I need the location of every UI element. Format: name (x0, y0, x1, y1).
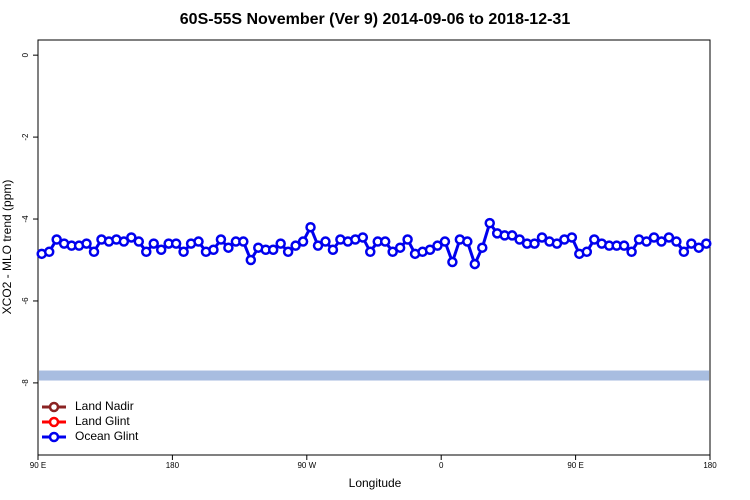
data-point (439, 236, 451, 247)
legend-marker (48, 431, 60, 443)
data-point (88, 246, 100, 258)
y-tick-label: -6 (21, 297, 30, 305)
data-point (208, 244, 219, 256)
x-tick-label: 90 W (297, 461, 316, 470)
y-tick-label: -2 (21, 133, 30, 141)
data-point (365, 246, 376, 258)
data-point (671, 236, 682, 247)
legend-label: Land Nadir (75, 399, 134, 413)
data-point (379, 236, 391, 247)
data-point (238, 236, 249, 247)
data-point (215, 234, 227, 245)
data-point (126, 232, 137, 243)
legend-marker (48, 401, 60, 413)
data-point (245, 254, 257, 266)
data-point (536, 232, 548, 243)
data-point (178, 246, 189, 258)
x-tick-label: 180 (166, 461, 180, 470)
data-point (387, 246, 398, 258)
data-point (529, 238, 540, 249)
data-point (514, 234, 525, 245)
x-tick-label: 90 E (567, 461, 583, 470)
y-tick-label: -4 (21, 215, 30, 223)
data-point (305, 221, 316, 233)
data-point (432, 240, 443, 251)
data-point (693, 242, 705, 253)
x-tick-label: 90 E (30, 461, 46, 470)
data-point (484, 217, 495, 229)
data-point (462, 236, 473, 247)
data-point (43, 246, 55, 258)
data-point (678, 246, 690, 258)
x-axis-label: Longitude (349, 476, 402, 490)
data-point (469, 258, 481, 270)
y-tick-label: 0 (21, 52, 30, 57)
data-point (656, 236, 667, 247)
legend-label: Ocean Glint (75, 429, 139, 443)
data-point (320, 236, 331, 247)
legend-marker (48, 416, 60, 428)
data-point (701, 238, 712, 249)
data-point (357, 232, 369, 243)
plot-frame (37, 39, 711, 456)
data-point (648, 232, 660, 243)
x-tick-label: 180 (703, 461, 717, 470)
data-point (686, 238, 697, 249)
data-point (626, 246, 637, 258)
chart-title: 60S-55S November (Ver 9) 2014-09-06 to 2… (180, 11, 571, 28)
data-point (506, 230, 518, 241)
data-point (327, 244, 339, 256)
data-point (118, 236, 130, 247)
data-point (551, 238, 563, 249)
data-point (447, 256, 458, 268)
data-point (155, 244, 167, 256)
data-point (223, 242, 234, 253)
data-point (424, 244, 436, 256)
data-point (133, 236, 145, 247)
data-point (663, 232, 675, 243)
data-point (267, 244, 279, 256)
x-tick-label: 0 (439, 461, 444, 470)
data-point (275, 238, 286, 249)
data-point (589, 234, 600, 245)
legend-label: Land Glint (75, 414, 130, 428)
data-point (170, 238, 182, 249)
data-point (566, 232, 578, 243)
data-point (618, 240, 630, 251)
data-point (148, 238, 159, 249)
y-tick-label: -8 (21, 379, 30, 387)
data-point (477, 242, 488, 253)
data-point (81, 238, 92, 249)
data-point (282, 246, 294, 258)
data-point (51, 234, 62, 245)
data-point (312, 240, 324, 251)
data-point (394, 242, 406, 253)
data-point (297, 236, 309, 247)
data-point (641, 236, 652, 247)
reference-band (39, 370, 709, 381)
y-axis-label: XCO2 - MLO trend (ppm) (0, 180, 14, 315)
data-point (193, 236, 204, 247)
data-point (402, 234, 413, 245)
data-point (141, 246, 152, 258)
data-point (581, 246, 593, 258)
data-point (290, 240, 301, 251)
